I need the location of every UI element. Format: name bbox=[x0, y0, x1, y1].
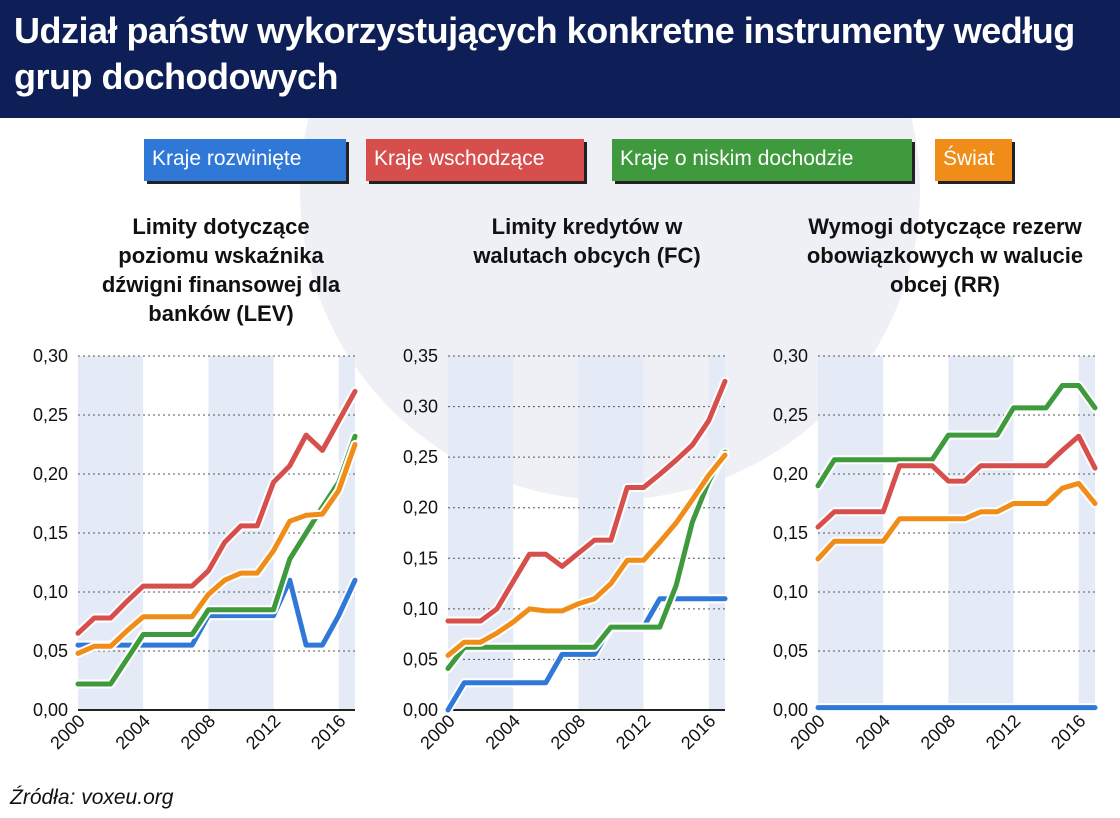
y-tick-label: 0,20 bbox=[773, 464, 808, 484]
y-tick-label: 0,10 bbox=[773, 582, 808, 602]
y-tick-label: 0,35 bbox=[403, 346, 438, 366]
x-tick-label: 2004 bbox=[482, 711, 524, 753]
chart-title-rr: Wymogi dotyczące rezerw obowiązkowych w … bbox=[806, 214, 1084, 297]
y-tick-label: 0,30 bbox=[773, 346, 808, 366]
series-line-świat bbox=[445, 452, 728, 658]
x-tick-label: 2004 bbox=[852, 711, 894, 753]
series-line-kraje-wschodzące bbox=[75, 388, 358, 636]
y-tick-label: 0,15 bbox=[773, 523, 808, 543]
y-tick-label: 0,25 bbox=[33, 405, 68, 425]
y-tick-label: 0,05 bbox=[403, 649, 438, 669]
series-line-kraje-wschodzące bbox=[815, 433, 1098, 530]
y-tick-label: 0,20 bbox=[403, 498, 438, 518]
y-tick-label: 0,00 bbox=[403, 700, 438, 720]
series-line-kraje-o-niskim-dochodzie bbox=[75, 433, 358, 687]
x-tick-label: 2008 bbox=[917, 711, 959, 753]
x-tick-label: 2008 bbox=[177, 711, 219, 753]
series-line-kraje-rozwinięte bbox=[445, 596, 728, 713]
y-tick-label: 0,25 bbox=[403, 447, 438, 467]
legend-item-developed: Kraje rozwinięte bbox=[144, 139, 346, 181]
series-line-świat bbox=[815, 480, 1098, 562]
y-tick-label: 0,30 bbox=[403, 397, 438, 417]
y-tick-label: 0,10 bbox=[403, 599, 438, 619]
legend: Kraje rozwinięte Kraje wschodzące Kraje … bbox=[0, 139, 1120, 185]
x-tick-label: 2016 bbox=[677, 711, 719, 753]
y-tick-label: 0,05 bbox=[773, 641, 808, 661]
header: Udział państw wykorzystujących konkretne… bbox=[0, 0, 1120, 118]
x-tick-label: 2016 bbox=[1047, 711, 1089, 753]
y-tick-label: 0,00 bbox=[33, 700, 68, 720]
x-tick-label: 2012 bbox=[242, 711, 284, 753]
y-tick-label: 0,15 bbox=[403, 548, 438, 568]
chart-title-lev: Limity dotyczące poziomu wskaźnika dźwig… bbox=[101, 214, 341, 326]
x-tick-label: 2012 bbox=[982, 711, 1024, 753]
series-line-kraje-o-niskim-dochodzie bbox=[445, 449, 728, 671]
chart-title-fc: Limity kredytów w walutach obcych (FC) bbox=[473, 214, 701, 268]
legend-item-low-income: Kraje o niskim dochodzie bbox=[612, 139, 912, 181]
legend-item-world: Świat bbox=[935, 139, 1012, 181]
y-tick-label: 0,00 bbox=[773, 700, 808, 720]
page-title: Udział państw wykorzystujących konkretne… bbox=[14, 10, 1075, 97]
x-tick-label: 2012 bbox=[612, 711, 654, 753]
source-note: Źródła: voxeu.org bbox=[10, 786, 174, 809]
series-line-świat bbox=[75, 442, 358, 656]
series-line-kraje-rozwinięte bbox=[75, 577, 358, 648]
x-tick-label: 2004 bbox=[112, 711, 154, 753]
y-tick-label: 0,10 bbox=[33, 582, 68, 602]
y-tick-label: 0,25 bbox=[773, 405, 808, 425]
series-line-kraje-wschodzące bbox=[445, 378, 728, 624]
shaded-band bbox=[708, 356, 725, 710]
y-tick-label: 0,30 bbox=[33, 346, 68, 366]
y-tick-label: 0,20 bbox=[33, 464, 68, 484]
y-tick-label: 0,05 bbox=[33, 641, 68, 661]
x-tick-label: 2016 bbox=[307, 711, 349, 753]
y-tick-label: 0,15 bbox=[33, 523, 68, 543]
series-line-kraje-o-niskim-dochodzie bbox=[815, 383, 1098, 489]
legend-item-emerging: Kraje wschodzące bbox=[366, 139, 584, 181]
x-tick-label: 2008 bbox=[547, 711, 589, 753]
